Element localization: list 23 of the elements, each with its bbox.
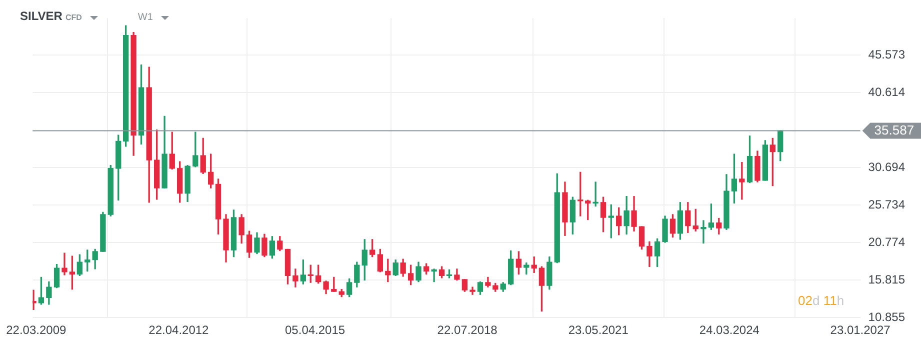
x-tick-label: 22.04.2012 bbox=[148, 323, 210, 338]
y-tick-label: 15.815 bbox=[868, 272, 906, 286]
candlestick bbox=[592, 182, 598, 206]
y-tick-label: 10.855 bbox=[868, 310, 906, 324]
x-tick-label: 05.04.2015 bbox=[285, 323, 346, 338]
y-tick-label: 25.734 bbox=[868, 197, 906, 212]
annotation: 02d 11h bbox=[798, 293, 844, 308]
y-tick-label: 40.614 bbox=[868, 85, 906, 100]
x-tick-label: 23.05.2021 bbox=[568, 323, 629, 338]
annotation: W1 bbox=[138, 12, 153, 23]
x-tick-label: 24.03.2024 bbox=[699, 323, 760, 338]
chart-title: SILVER bbox=[20, 9, 62, 23]
candlestick bbox=[431, 268, 437, 282]
x-tick-label: 23.01.2027 bbox=[830, 323, 891, 338]
y-tick-label: 20.774 bbox=[868, 234, 906, 249]
x-tick-label: 22.07.2018 bbox=[437, 323, 498, 338]
chart-subtitle: CFD bbox=[65, 13, 82, 22]
ref-line-label: 35.587 bbox=[874, 122, 914, 138]
candlestick bbox=[62, 252, 68, 276]
x-tick-label: 22.03.2009 bbox=[6, 323, 67, 338]
y-tick-label: 30.694 bbox=[868, 160, 906, 174]
candlestick bbox=[700, 220, 706, 244]
y-tick-label: 45.573 bbox=[868, 48, 906, 62]
